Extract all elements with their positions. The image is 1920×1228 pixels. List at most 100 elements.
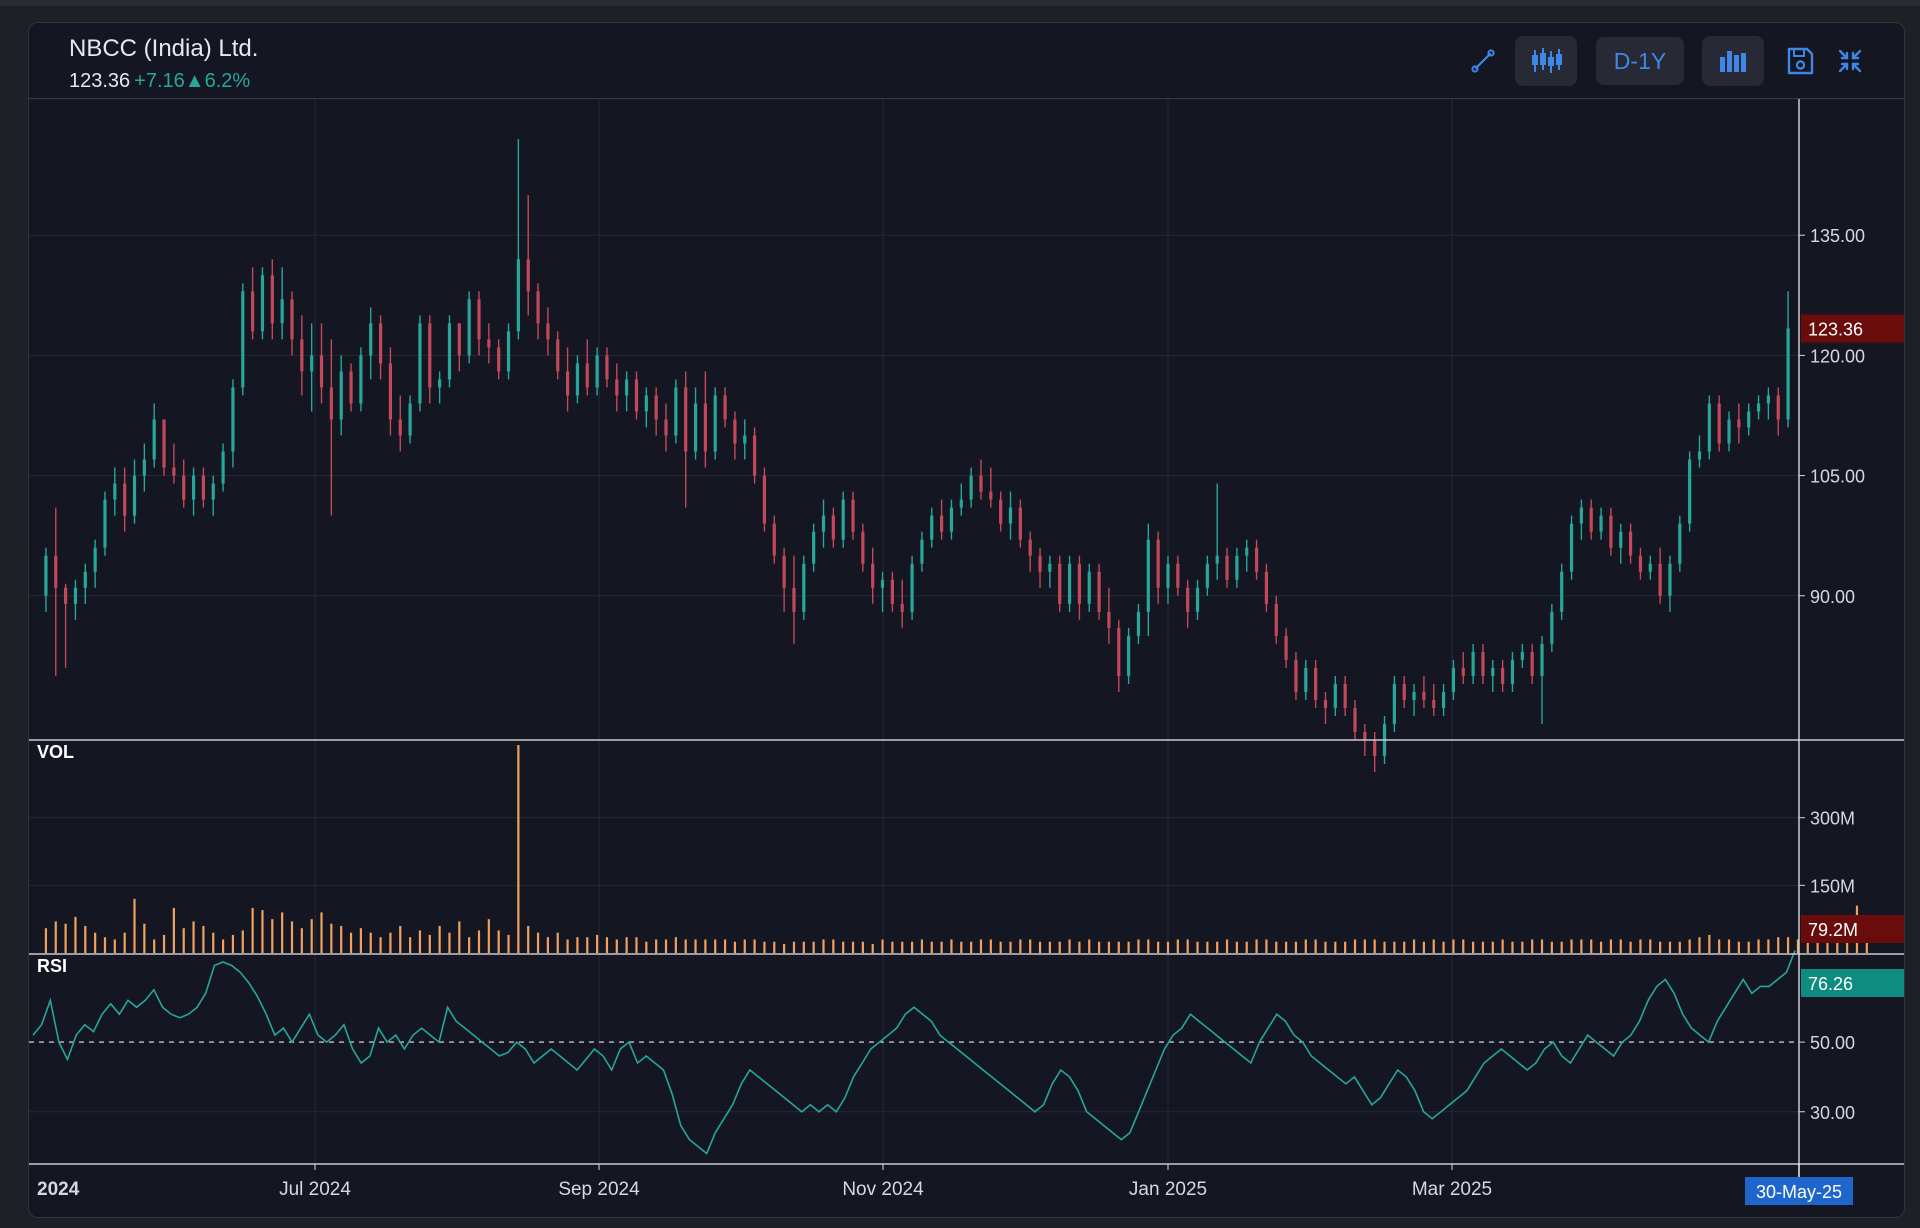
- volume-bar: [1383, 941, 1386, 953]
- volume-bar: [281, 912, 284, 953]
- candle-body: [438, 379, 442, 388]
- candle-body: [457, 323, 461, 356]
- volume-bar: [1019, 939, 1022, 953]
- volume-bar: [812, 941, 815, 953]
- volume-bar: [1737, 941, 1740, 953]
- candle-body: [1048, 563, 1052, 572]
- volume-bar: [1245, 941, 1248, 953]
- candle-body: [1058, 563, 1062, 604]
- rsi-tick-label: 50.00: [1810, 1033, 1855, 1053]
- candle-body: [615, 379, 619, 396]
- candle-body: [979, 475, 983, 492]
- candle-body: [349, 371, 353, 404]
- candle-body: [162, 419, 166, 468]
- indicators-button[interactable]: [1702, 36, 1764, 86]
- volume-bar: [1540, 939, 1544, 953]
- volume-bar: [1590, 939, 1593, 953]
- candle-body: [290, 299, 294, 340]
- volume-bar: [241, 930, 244, 953]
- candle-body: [201, 475, 206, 500]
- volume-bar: [1846, 937, 1849, 953]
- volume-bar: [664, 939, 668, 953]
- candle-body: [1451, 667, 1456, 692]
- candle-body: [999, 499, 1003, 524]
- save-button[interactable]: [1780, 41, 1820, 81]
- volume-bar: [1029, 939, 1032, 953]
- volume-bar: [1235, 941, 1238, 953]
- candle-body: [871, 563, 875, 588]
- candle-body: [191, 475, 196, 500]
- period-selector[interactable]: D-1Y: [1596, 37, 1684, 85]
- volume-bar: [596, 934, 599, 953]
- candle-body: [93, 547, 97, 572]
- candle-body: [329, 387, 333, 420]
- candle-body: [1491, 667, 1495, 676]
- candle-body: [1658, 563, 1662, 596]
- volume-bar: [576, 937, 579, 953]
- volume-bar: [989, 939, 992, 953]
- candle-body: [1323, 699, 1328, 708]
- candle-body: [1609, 515, 1613, 548]
- candle-body: [782, 555, 786, 588]
- candle-body: [1117, 627, 1121, 676]
- volume-bar: [1353, 939, 1357, 953]
- volume-bar: [1078, 941, 1081, 953]
- volume-bar: [527, 925, 530, 953]
- candle-body: [1067, 563, 1072, 604]
- candle-body: [103, 499, 107, 548]
- volume-bar: [428, 934, 431, 953]
- price-tick-label: 120.00: [1810, 346, 1865, 366]
- candle-body: [113, 483, 117, 500]
- candle-body: [378, 323, 383, 364]
- collapse-button[interactable]: [1832, 43, 1868, 79]
- candle-body: [1107, 611, 1111, 628]
- last-volume-label: 79.2M: [1808, 920, 1858, 940]
- candle-body: [339, 371, 343, 420]
- candle-body: [1648, 563, 1652, 572]
- candle-body: [1569, 523, 1574, 572]
- candle-body: [1707, 403, 1711, 452]
- candle-body: [556, 339, 560, 372]
- candle-body: [1550, 611, 1554, 644]
- volume-bar: [950, 939, 953, 953]
- candle-body: [1087, 571, 1091, 604]
- volume-bar: [940, 941, 943, 953]
- candle-body: [861, 531, 865, 564]
- candle-body: [1205, 563, 1209, 588]
- volume-bar: [300, 928, 303, 953]
- volume-bar: [1166, 941, 1170, 953]
- candle-body: [565, 371, 570, 396]
- volume-bar: [487, 919, 490, 953]
- volume-bar: [1570, 939, 1573, 953]
- price-tick-label: 135.00: [1810, 226, 1865, 246]
- candle-body: [64, 587, 68, 604]
- candle-body: [1028, 539, 1032, 556]
- volume-bar: [1412, 939, 1416, 953]
- volume-bar: [1501, 939, 1504, 953]
- volume-bar: [1806, 937, 1809, 953]
- last-rsi-tag: [1801, 969, 1904, 997]
- volume-bar: [1816, 939, 1819, 953]
- candle-body: [880, 579, 885, 588]
- volume-bar: [546, 937, 549, 953]
- candle-body: [83, 571, 87, 588]
- volume-bar: [320, 912, 323, 953]
- volume-bar: [1009, 941, 1012, 953]
- volume-bar: [645, 941, 648, 953]
- draw-tool-button[interactable]: [1465, 43, 1501, 79]
- candle-body: [73, 587, 78, 604]
- candle-body: [1127, 635, 1131, 676]
- volume-bar: [792, 941, 796, 953]
- price-chart[interactable]: 135.00 120.00 105.00 90.00 123.36 VOL 300M 150M…: [29, 23, 1905, 1218]
- volume-bar: [113, 939, 116, 953]
- candle-body: [1294, 659, 1298, 692]
- volume-bar: [1678, 941, 1681, 953]
- chart-type-button[interactable]: [1515, 36, 1577, 86]
- candle-body: [920, 539, 924, 564]
- volume-bar: [1107, 941, 1111, 953]
- candle-body: [1333, 683, 1337, 708]
- candle-body: [428, 323, 432, 388]
- volume-bar: [369, 932, 372, 953]
- volume-bar: [1038, 941, 1042, 953]
- candle-body: [1481, 651, 1485, 676]
